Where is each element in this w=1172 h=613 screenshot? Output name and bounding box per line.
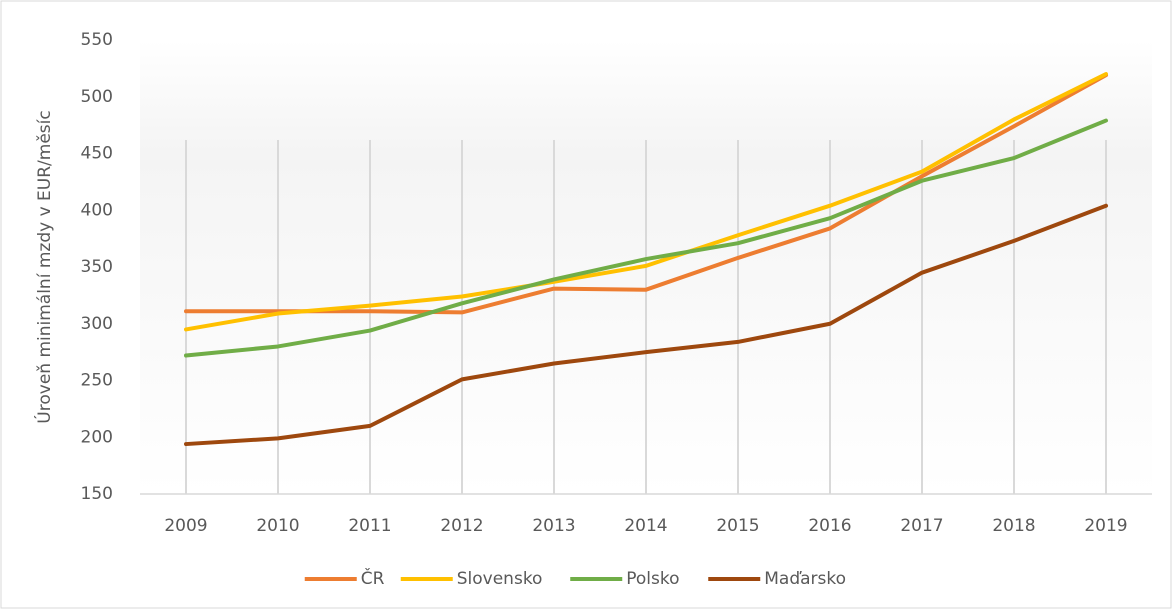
legend-label: Polsko — [626, 569, 679, 589]
x-tick-label: 2009 — [164, 516, 207, 536]
x-tick-label: 2019 — [1084, 516, 1127, 536]
y-tick-label: 400 — [81, 200, 113, 220]
y-tick-label: 200 — [81, 427, 113, 447]
y-tick-label: 500 — [81, 87, 113, 107]
series-line — [184, 118, 1108, 358]
y-tick-label: 350 — [81, 257, 113, 277]
legend-label: ČR — [361, 567, 385, 589]
y-axis-label: Úroveň minimální mzdy v EUR/měsíc — [33, 110, 55, 423]
legend-label: Slovensko — [457, 569, 543, 589]
x-tick-label: 2016 — [808, 516, 851, 536]
x-tick-label: 2010 — [256, 516, 299, 536]
x-tick-label: 2018 — [992, 516, 1035, 536]
y-tick-label: 150 — [81, 484, 113, 504]
x-tick-label: 2012 — [440, 516, 483, 536]
x-tick-label: 2013 — [532, 516, 575, 536]
series-line — [184, 203, 1108, 447]
y-tick-label: 450 — [81, 144, 113, 164]
y-tick-label: 550 — [81, 30, 113, 50]
series-line — [184, 73, 1108, 315]
x-tick-label: 2014 — [624, 516, 667, 536]
y-tick-label: 250 — [81, 371, 113, 391]
y-tick-label: 300 — [81, 314, 113, 334]
x-tick-label: 2015 — [716, 516, 759, 536]
x-tick-label: 2017 — [900, 516, 943, 536]
series-line — [184, 72, 1108, 332]
x-tick-label: 2011 — [348, 516, 391, 536]
legend-label: Maďarsko — [764, 569, 846, 589]
